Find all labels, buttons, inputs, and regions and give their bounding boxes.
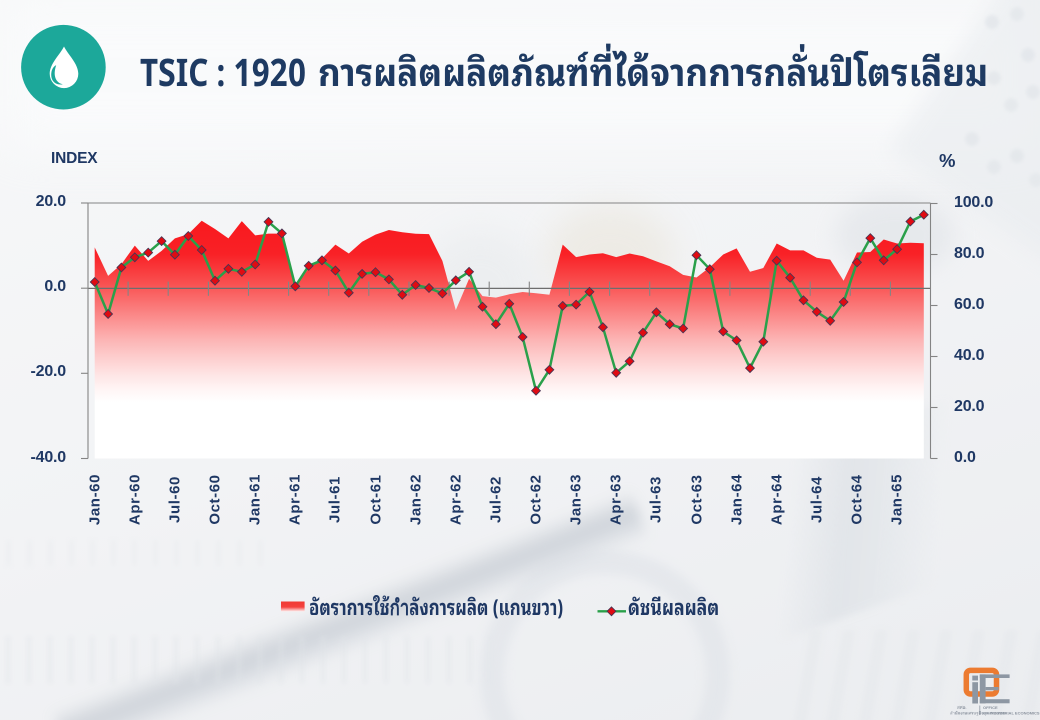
svg-text:OF INDUSTRIAL ECONOMICS: OF INDUSTRIAL ECONOMICS bbox=[983, 711, 1040, 716]
svg-text:สศอ.: สศอ. bbox=[957, 703, 967, 711]
svg-text:OFFICE: OFFICE bbox=[983, 705, 998, 710]
svg-text:สำนักงานเศรษฐกิจอุตสาหกรรม: สำนักงานเศรษฐกิจอุตสาหกรรม bbox=[950, 711, 1006, 717]
